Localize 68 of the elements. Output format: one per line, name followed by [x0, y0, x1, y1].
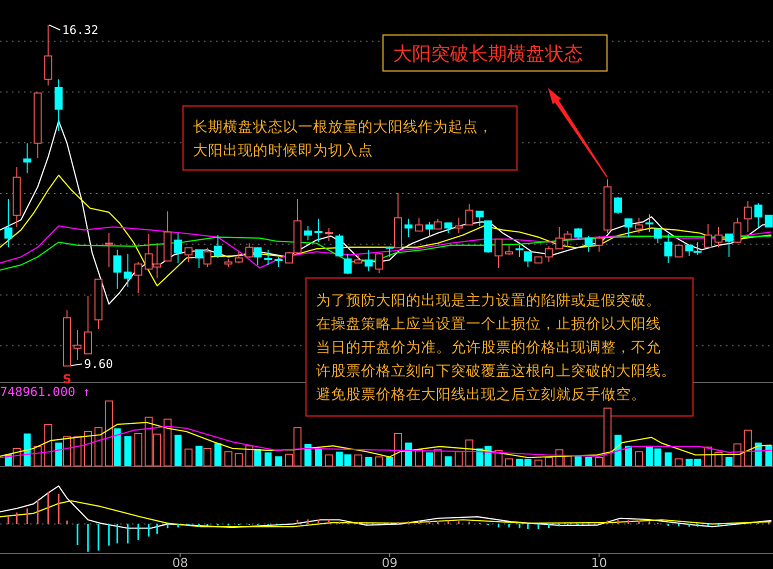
- x-tick-label: 08: [172, 555, 188, 569]
- bar: [234, 453, 243, 466]
- bar: [304, 444, 312, 466]
- bar: [544, 457, 553, 466]
- bar: [44, 424, 52, 466]
- bar: [674, 458, 683, 466]
- bar: [634, 451, 643, 466]
- bar: [726, 456, 733, 466]
- bar: [203, 448, 212, 466]
- bar: [505, 458, 514, 466]
- bar: [196, 446, 203, 466]
- bar: [585, 456, 592, 466]
- bar: [184, 448, 193, 466]
- bar: [84, 431, 92, 466]
- bar: [24, 434, 31, 466]
- annotation: 长期横盘状态以一根放量的大阳线作为起点，大阳出现的时候即为切入点: [182, 105, 518, 171]
- bar: [324, 454, 333, 466]
- annotation: 为了预防大阳的出现是主力设置的陷阱或是假突破。在操盘策略上应当设置一个止损位，止损价以大阳线当日的开盘价为准。允许股票的价格出现调整，不允许股票价格立刻向下突破覆盖这根向上突破的大阳线。避免股票价格在大阳线出现之后立刻就反手做空。: [305, 277, 694, 417]
- bar: [63, 436, 72, 466]
- bar: [404, 442, 412, 466]
- bar: [494, 450, 503, 466]
- bar: [765, 445, 772, 466]
- bar: [754, 442, 762, 466]
- bar: [714, 452, 723, 466]
- annotation: 748961.000 ↑: [0, 384, 90, 399]
- bar: [254, 449, 262, 466]
- annotation: 16.32: [48, 23, 98, 37]
- bar: [375, 456, 384, 466]
- bar: [114, 428, 121, 466]
- bar: [624, 446, 632, 466]
- annotation: S: [62, 372, 72, 386]
- annotation: 大阳突破长期横盘状态: [393, 42, 583, 65]
- bar: [614, 434, 622, 466]
- annotation: 长期横盘状态以一根放量的大阳线作为起点，大阳出现的时候即为切入点: [193, 118, 493, 159]
- x-tick-label: 09: [382, 555, 398, 569]
- bar: [365, 456, 372, 466]
- annotation: 9.60: [84, 357, 113, 371]
- annotation: 为了预防大阳的出现是主力设置的陷阱或是假突破。在操盘策略上应当设置一个止损位，止损价以大阳线当日的开盘价为准。允许股票的价格出现调整，不允许股票价格立刻向下突破覆盖这根向上突破的大阳线。避免股票价格在大阳线出现之后立刻就反手做空。: [316, 292, 676, 404]
- bar: [354, 454, 362, 466]
- bar: [94, 427, 102, 466]
- bar: [74, 436, 82, 466]
- bar: [104, 400, 113, 466]
- bar: [394, 433, 402, 466]
- bar: [174, 434, 182, 466]
- bar: [434, 449, 442, 466]
- bar: [534, 460, 542, 466]
- bar: [454, 451, 463, 466]
- bar: [465, 440, 474, 466]
- bar: [275, 456, 282, 466]
- bar: [245, 445, 254, 466]
- annotation: 16.32: [62, 23, 98, 37]
- x-tick-label: 10: [591, 555, 608, 569]
- bar: [314, 448, 322, 466]
- bar: [574, 456, 582, 466]
- annotation: 大阳突破长期横盘状态: [382, 34, 608, 72]
- bar: [386, 456, 394, 466]
- bar: [34, 446, 42, 466]
- bar: [664, 452, 672, 466]
- bar: [444, 456, 452, 466]
- bar: [224, 451, 232, 466]
- bar: [124, 436, 132, 466]
- bar: [214, 443, 222, 466]
- bar: [164, 418, 172, 466]
- bar: [744, 430, 752, 466]
- bar: [264, 452, 272, 466]
- bar: [426, 452, 433, 466]
- bar: [134, 433, 142, 466]
- bar: [55, 442, 62, 466]
